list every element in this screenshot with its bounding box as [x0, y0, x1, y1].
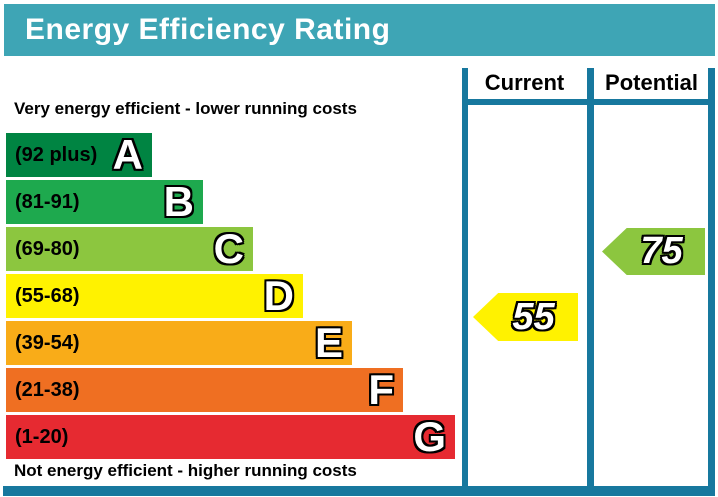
band-d: (55-68) D — [6, 274, 303, 318]
band-a-letter: A — [112, 131, 143, 178]
band-g-letter: G — [413, 413, 446, 460]
band-c-range: (69-80) — [15, 238, 80, 260]
band-a-range: (92 plus) — [15, 144, 98, 166]
band-d-range: (55-68) — [15, 285, 80, 307]
header-underline — [462, 99, 715, 105]
band-e-range: (39-54) — [15, 332, 80, 354]
band-b-letter: B — [163, 178, 194, 225]
potential-rating-arrow: 75 — [602, 228, 705, 275]
band-g-range: (1-20) — [15, 426, 69, 448]
band-f: (21-38) F — [6, 368, 403, 412]
band-d-letter: D — [263, 272, 294, 319]
potential-column-header: Potential — [605, 70, 698, 95]
current-rating-arrow: 55 — [473, 293, 578, 341]
band-e-letter: E — [314, 319, 343, 366]
band-g: (1-20) G — [6, 415, 455, 459]
current-rating-value: 55 — [512, 295, 555, 338]
band-e: (39-54) E — [6, 321, 352, 365]
page-title: Energy Efficiency Rating — [25, 13, 391, 46]
potential-column-right-border — [708, 68, 715, 486]
band-c: (69-80) C — [6, 227, 253, 271]
current-column-header: Current — [484, 70, 565, 95]
potential-rating-value: 75 — [640, 230, 683, 272]
title-bar: Energy Efficiency Rating — [4, 4, 715, 56]
current-column-left-border — [462, 68, 468, 486]
potential-column-left-border — [587, 68, 594, 486]
band-a: (92 plus) A — [6, 133, 152, 177]
bottom-note: Not energy efficient - higher running co… — [14, 461, 357, 480]
band-c-letter: C — [213, 225, 244, 272]
band-b: (81-91) B — [6, 180, 203, 224]
band-f-letter: F — [368, 366, 394, 413]
bottom-border — [3, 486, 715, 496]
band-b-range: (81-91) — [15, 191, 80, 213]
band-f-range: (21-38) — [15, 379, 80, 401]
top-note: Very energy efficient - lower running co… — [14, 99, 357, 118]
